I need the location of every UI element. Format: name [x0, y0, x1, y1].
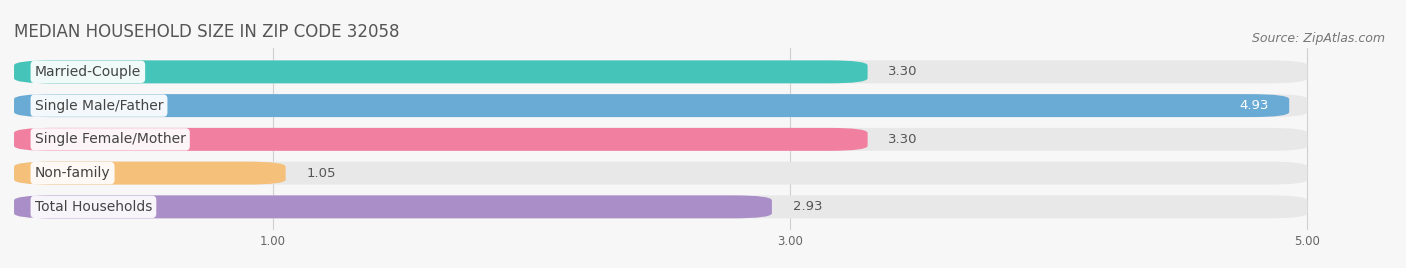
FancyBboxPatch shape: [14, 94, 1308, 117]
FancyBboxPatch shape: [14, 60, 868, 83]
Text: Single Male/Father: Single Male/Father: [35, 99, 163, 113]
Text: Non-family: Non-family: [35, 166, 111, 180]
Text: Source: ZipAtlas.com: Source: ZipAtlas.com: [1251, 32, 1385, 44]
FancyBboxPatch shape: [14, 162, 1308, 185]
FancyBboxPatch shape: [14, 128, 1308, 151]
Text: Married-Couple: Married-Couple: [35, 65, 141, 79]
Text: MEDIAN HOUSEHOLD SIZE IN ZIP CODE 32058: MEDIAN HOUSEHOLD SIZE IN ZIP CODE 32058: [14, 23, 399, 41]
Text: Total Households: Total Households: [35, 200, 152, 214]
Text: 3.30: 3.30: [889, 65, 918, 78]
FancyBboxPatch shape: [14, 94, 1289, 117]
Text: 4.93: 4.93: [1239, 99, 1268, 112]
Text: 3.30: 3.30: [889, 133, 918, 146]
Text: Single Female/Mother: Single Female/Mother: [35, 132, 186, 146]
FancyBboxPatch shape: [14, 60, 1308, 83]
FancyBboxPatch shape: [14, 195, 772, 218]
Text: 1.05: 1.05: [307, 167, 336, 180]
FancyBboxPatch shape: [14, 195, 1308, 218]
FancyBboxPatch shape: [14, 162, 285, 185]
Text: 2.93: 2.93: [793, 200, 823, 213]
FancyBboxPatch shape: [14, 128, 868, 151]
